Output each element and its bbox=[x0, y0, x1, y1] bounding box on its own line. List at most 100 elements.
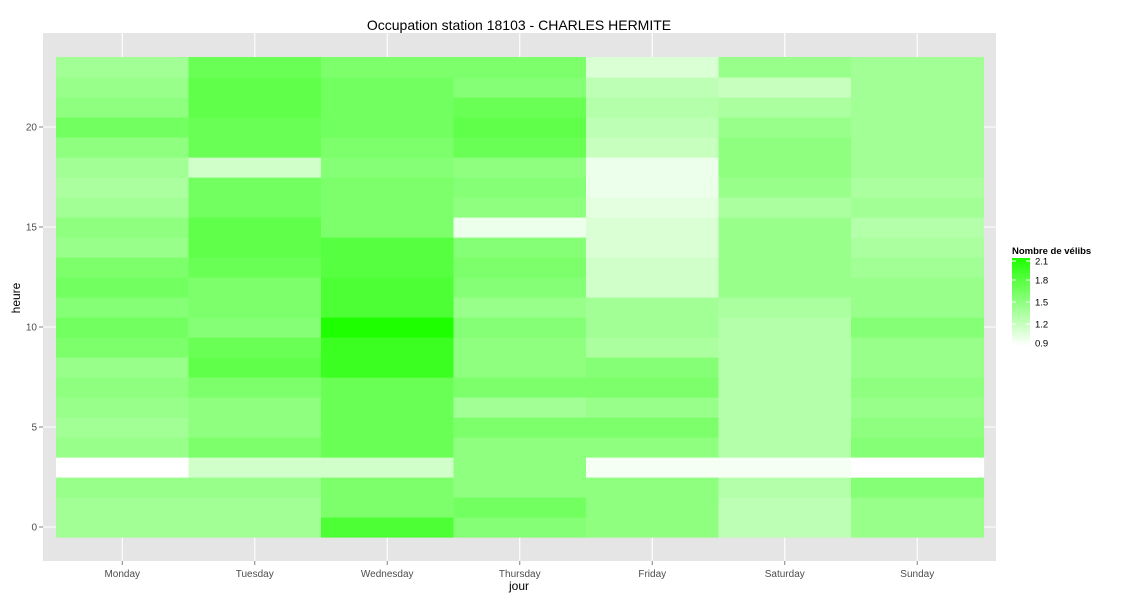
heatmap-cell bbox=[188, 117, 322, 138]
heatmap-cell bbox=[851, 297, 985, 318]
heatmap-cell bbox=[851, 237, 985, 258]
heatmap-cell bbox=[321, 97, 455, 118]
heatmap-cell bbox=[56, 217, 190, 238]
heatmap-cell bbox=[586, 237, 720, 258]
heatmap-cell bbox=[188, 97, 322, 118]
heatmap-cell bbox=[321, 497, 455, 518]
heatmap-cell bbox=[718, 397, 852, 418]
heatmap-cell bbox=[851, 417, 985, 438]
heatmap-cell bbox=[321, 197, 455, 218]
heatmap-cell bbox=[718, 137, 852, 158]
heatmap-cell bbox=[321, 317, 455, 338]
heatmap-cell bbox=[453, 217, 587, 238]
heatmap-cell bbox=[718, 97, 852, 118]
heatmap-cell bbox=[586, 137, 720, 158]
legend-label: 1.8 bbox=[1035, 276, 1048, 287]
heatmap-cell bbox=[586, 277, 720, 298]
heatmap-cell bbox=[56, 57, 190, 78]
heatmap-cell bbox=[586, 517, 720, 538]
heatmap-cell bbox=[586, 117, 720, 138]
heatmap-cell bbox=[188, 137, 322, 158]
x-tick-label: Wednesday bbox=[361, 569, 414, 580]
heatmap-cell bbox=[188, 177, 322, 198]
legend-title: Nombre de vélibs bbox=[1012, 246, 1091, 257]
heatmap-cell bbox=[321, 257, 455, 278]
heatmap-cell bbox=[586, 337, 720, 358]
heatmap-cell bbox=[586, 397, 720, 418]
heatmap-cell bbox=[321, 237, 455, 258]
heatmap-cell bbox=[188, 497, 322, 518]
heatmap-cell bbox=[718, 457, 852, 478]
heatmap-cell bbox=[586, 217, 720, 238]
heatmap-cell bbox=[56, 257, 190, 278]
heatmap-cell bbox=[453, 137, 587, 158]
y-tick-label: 15 bbox=[26, 223, 38, 234]
heatmap-cell bbox=[453, 417, 587, 438]
heatmap-cell bbox=[56, 277, 190, 298]
heatmap-cell bbox=[851, 377, 985, 398]
x-tick-label: Friday bbox=[638, 569, 666, 580]
heatmap-cell bbox=[56, 137, 190, 158]
x-tick-label: Saturday bbox=[765, 569, 805, 580]
heatmap-cell bbox=[188, 317, 322, 338]
heatmap-cell bbox=[321, 457, 455, 478]
heatmap-cell bbox=[586, 437, 720, 458]
heatmap-cell bbox=[586, 177, 720, 198]
heatmap-cell bbox=[718, 237, 852, 258]
heatmap-cell bbox=[321, 217, 455, 238]
legend-label: 0.9 bbox=[1035, 339, 1048, 350]
heatmap-cell bbox=[586, 357, 720, 378]
heatmap-cell bbox=[851, 157, 985, 178]
heatmap-cell bbox=[718, 297, 852, 318]
heatmap-cell bbox=[851, 517, 985, 538]
heatmap-cell bbox=[56, 457, 190, 478]
heatmap-cell bbox=[453, 337, 587, 358]
heatmap-cell bbox=[188, 357, 322, 378]
heatmap-cell bbox=[453, 357, 587, 378]
heatmap-cell bbox=[188, 197, 322, 218]
heatmap-cell bbox=[188, 57, 322, 78]
heatmap-cell bbox=[586, 77, 720, 98]
heatmap-cell bbox=[718, 117, 852, 138]
heatmap-cell bbox=[56, 177, 190, 198]
heatmap-cell bbox=[321, 417, 455, 438]
heatmap-cell bbox=[321, 477, 455, 498]
heatmap-cell bbox=[586, 57, 720, 78]
x-tick-label: Monday bbox=[104, 569, 140, 580]
heatmap-cell bbox=[321, 77, 455, 98]
heatmap-cell bbox=[56, 297, 190, 318]
heatmap-cell bbox=[851, 117, 985, 138]
heatmap-cell bbox=[851, 317, 985, 338]
heatmap-cell bbox=[453, 57, 587, 78]
legend-label: 1.2 bbox=[1035, 320, 1048, 331]
heatmap-cell bbox=[188, 277, 322, 298]
heatmap-cell bbox=[851, 77, 985, 98]
heatmap-cell bbox=[851, 217, 985, 238]
heatmap-cell bbox=[56, 357, 190, 378]
heatmap-cell bbox=[718, 177, 852, 198]
heatmap-cell bbox=[56, 477, 190, 498]
y-axis: 0 5 10 15 20 bbox=[26, 123, 43, 534]
heatmap-cell bbox=[188, 437, 322, 458]
y-tick-label: 5 bbox=[31, 423, 37, 434]
heatmap-cell bbox=[453, 497, 587, 518]
heatmap-cell bbox=[188, 157, 322, 178]
heatmap-cell bbox=[56, 97, 190, 118]
heatmap-cell bbox=[188, 477, 322, 498]
heatmap-cell bbox=[851, 497, 985, 518]
heatmap-cell bbox=[321, 277, 455, 298]
heatmap-cell bbox=[453, 77, 587, 98]
heatmap-cell bbox=[453, 237, 587, 258]
heatmap-cell bbox=[718, 77, 852, 98]
heatmap-cell bbox=[718, 157, 852, 178]
heatmap-cell bbox=[851, 437, 985, 458]
heatmap-cell bbox=[718, 57, 852, 78]
heatmap-cell bbox=[718, 357, 852, 378]
chart-title: Occupation station 18103 - CHARLES HERMI… bbox=[367, 17, 671, 33]
heatmap-cell bbox=[718, 257, 852, 278]
heatmap-cell bbox=[321, 517, 455, 538]
heatmap-cell bbox=[188, 217, 322, 238]
heatmap-cell bbox=[188, 77, 322, 98]
heatmap-cell bbox=[851, 397, 985, 418]
